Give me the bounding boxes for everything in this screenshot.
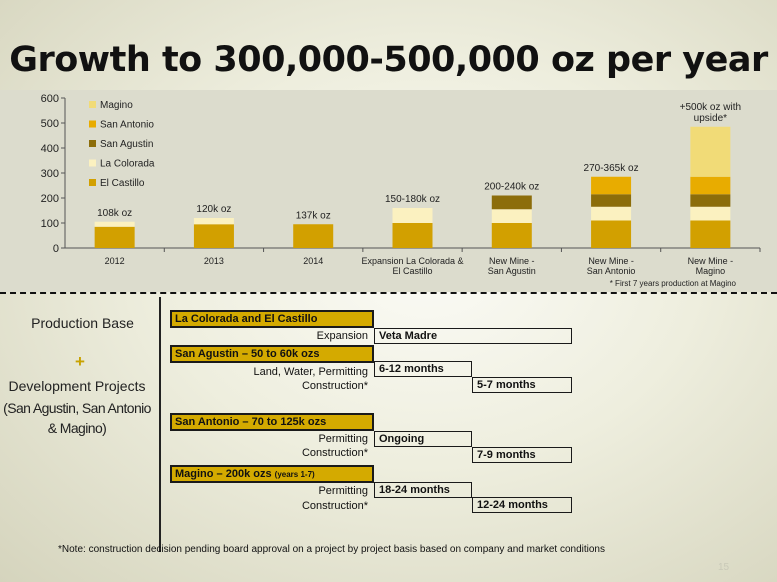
data-label: 120k oz (196, 204, 231, 215)
bar-segment (94, 226, 135, 248)
project-la-colorada-label: La Colorada and El Castillo (175, 313, 318, 325)
y-tick-label: 0 (53, 243, 59, 255)
san-antonio-permitting-label: Permitting (318, 433, 368, 445)
san-agustin-construction-bar: 5-7 months (472, 377, 572, 393)
legend-label: El Castillo (100, 178, 145, 189)
legend-label: San Agustin (100, 139, 153, 150)
data-label: 108k oz (97, 208, 132, 219)
bar-segment (690, 126, 731, 177)
category-label: 2014 (303, 256, 323, 266)
san-antonio-construction-bar: 7-9 months (472, 447, 572, 463)
project-magino-label: Magino – 200k ozs (175, 468, 275, 480)
development-projects-label: Development Projects (8, 378, 146, 394)
vertical-divider (159, 297, 161, 552)
legend-label: Magino (100, 100, 133, 111)
data-label: 137k oz (296, 210, 331, 221)
category-label: San Agustin (488, 266, 536, 276)
bar-segment (591, 220, 632, 248)
bar-segment (491, 195, 532, 210)
bar-segment (690, 194, 731, 207)
data-label: +500k oz with (680, 102, 741, 113)
magino-permitting-label: Permitting (318, 485, 368, 497)
magino-construction-bar: 12-24 months (472, 497, 572, 513)
page-number: 15 (718, 562, 730, 573)
category-label: 2013 (204, 256, 224, 266)
legend-swatch (89, 101, 96, 108)
bar-segment (293, 224, 334, 248)
san-antonio-construction-label: Construction* (301, 447, 368, 459)
category-label: 2012 (105, 256, 125, 266)
category-label: Magino (696, 266, 726, 276)
category-label: New Mine - (588, 256, 634, 266)
legend-swatch (89, 140, 96, 147)
y-tick-label: 600 (41, 93, 59, 105)
category-label: Expansion La Colorada & (361, 256, 463, 266)
bar-segment (591, 206, 632, 221)
category-label: San Antonio (587, 266, 636, 276)
category-label: New Mine - (688, 256, 734, 266)
project-magino: Magino – 200k ozs (years 1-7) (170, 465, 374, 483)
category-label: El Castillo (392, 266, 432, 276)
section-divider (0, 292, 777, 294)
y-tick-label: 100 (41, 218, 59, 230)
expansion-label: Expansion (316, 330, 368, 342)
legend-swatch (89, 159, 96, 167)
chart-background (0, 90, 777, 292)
y-tick-label: 400 (41, 143, 59, 155)
project-san-agustin: San Agustin – 50 to 60k ozs (170, 345, 374, 363)
magino-construction-label: Construction* (301, 500, 368, 512)
legend-swatch (89, 120, 96, 128)
bar-segment (690, 206, 731, 221)
bar-segment (690, 176, 731, 195)
data-label: 270-365k oz (584, 163, 639, 174)
bar-segment (591, 194, 632, 207)
bar-segment (392, 208, 433, 223)
project-la-colorada: La Colorada and El Castillo (170, 310, 374, 328)
development-projects-list-2: & Magino) (47, 420, 107, 436)
y-tick-label: 300 (41, 168, 59, 180)
magino-permitting-bar: 18-24 months (374, 482, 472, 498)
bar-segment (491, 223, 532, 248)
bar-segment (690, 220, 731, 248)
san-agustin-construction-label: Construction* (301, 380, 368, 392)
chart-note: * First 7 years production at Magino (610, 279, 737, 288)
san-antonio-permitting-bar: Ongoing (374, 431, 472, 447)
bar-segment (193, 218, 234, 225)
project-san-antonio: San Antonio – 70 to 125k ozs (170, 413, 374, 431)
bar-segment (392, 223, 433, 248)
data-label: 200-240k oz (484, 182, 539, 193)
san-agustin-permitting-bar: 6-12 months (374, 361, 472, 377)
bar-segment (491, 209, 532, 223)
y-tick-label: 500 (41, 118, 59, 130)
production-base-label: Production Base (31, 315, 134, 331)
plus-sign: + (75, 352, 85, 371)
legend-label: San Antonio (100, 120, 154, 131)
page-title: Growth to 300,000-500,000 oz per year (9, 40, 768, 80)
footnote: *Note: construction decision pending boa… (58, 544, 605, 555)
legend-swatch (89, 179, 96, 186)
project-san-antonio-label: San Antonio – 70 to 125k ozs (175, 416, 327, 428)
category-label: New Mine - (489, 256, 535, 266)
land-water-permitting-label: Land, Water, Permitting (253, 366, 368, 378)
y-tick-label: 200 (41, 193, 59, 205)
bar-segment (193, 224, 234, 248)
development-projects-list: (San Agustin, San Antonio (3, 400, 151, 416)
bar-segment (591, 176, 632, 195)
data-label: upside* (694, 113, 727, 124)
project-san-agustin-label: San Agustin – 50 to 60k ozs (175, 348, 320, 360)
veta-madre-bar: Veta Madre (374, 328, 572, 344)
data-label: 150-180k oz (385, 194, 440, 205)
bar-segment (94, 221, 135, 227)
production-chart: 0 100 200 300 400 500 600 108k oz 2012 120k oz 201… (41, 93, 761, 288)
legend-label: La Colorada (100, 159, 155, 170)
project-magino-years: (years 1-7) (274, 470, 315, 479)
